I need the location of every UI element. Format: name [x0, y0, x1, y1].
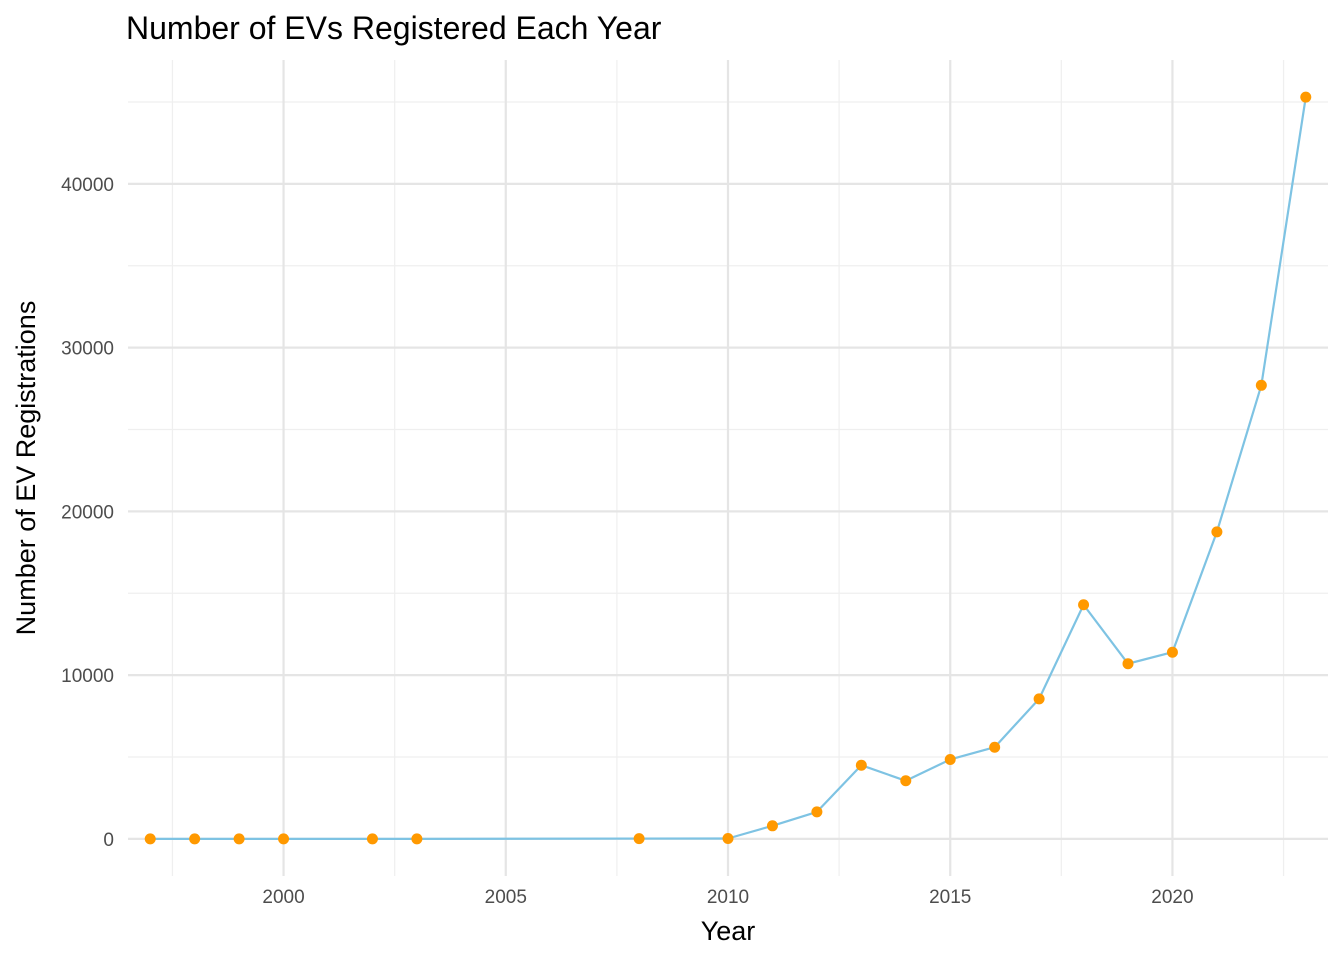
- data-point: [278, 833, 290, 845]
- y-tick-label: 0: [103, 830, 114, 851]
- data-point: [1033, 693, 1045, 705]
- data-point: [633, 833, 645, 845]
- data-point: [900, 775, 912, 787]
- data-point: [1122, 658, 1134, 670]
- y-axis-title: Number of EV Registrations: [11, 301, 41, 636]
- y-tick-label: 40000: [61, 175, 114, 196]
- data-point: [944, 753, 956, 765]
- x-tick-label: 2005: [485, 887, 527, 908]
- data-point: [766, 820, 778, 832]
- data-point: [366, 833, 378, 845]
- chart-title: Number of EVs Registered Each Year: [126, 10, 662, 46]
- y-tick-label: 30000: [61, 339, 114, 360]
- data-point: [811, 806, 823, 818]
- y-tick-label: 10000: [61, 666, 114, 687]
- x-axis-title: Year: [701, 916, 756, 946]
- series-group: [144, 91, 1312, 845]
- y-axis-ticks: 0 10000 20000 30000 40000: [61, 175, 114, 851]
- x-tick-label: 2020: [1151, 887, 1193, 908]
- x-tick-label: 2015: [929, 887, 971, 908]
- x-axis-ticks: 2000 2005 2010 2015 2020: [262, 887, 1193, 908]
- x-tick-label: 2010: [707, 887, 749, 908]
- x-tick-label: 2000: [262, 887, 304, 908]
- data-point: [1255, 379, 1267, 391]
- data-point: [855, 759, 867, 771]
- data-point: [989, 741, 1001, 753]
- data-point: [1300, 91, 1312, 103]
- data-point: [189, 833, 201, 845]
- data-point: [1211, 526, 1223, 538]
- data-point: [1078, 599, 1090, 611]
- y-tick-label: 20000: [61, 502, 114, 523]
- data-point: [1166, 646, 1178, 658]
- data-point: [233, 833, 245, 845]
- data-point: [722, 832, 734, 844]
- data-point: [411, 833, 423, 845]
- data-point: [144, 833, 156, 845]
